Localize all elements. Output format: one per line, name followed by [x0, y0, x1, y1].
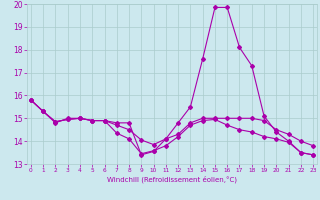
X-axis label: Windchill (Refroidissement éolien,°C): Windchill (Refroidissement éolien,°C) [107, 176, 237, 183]
